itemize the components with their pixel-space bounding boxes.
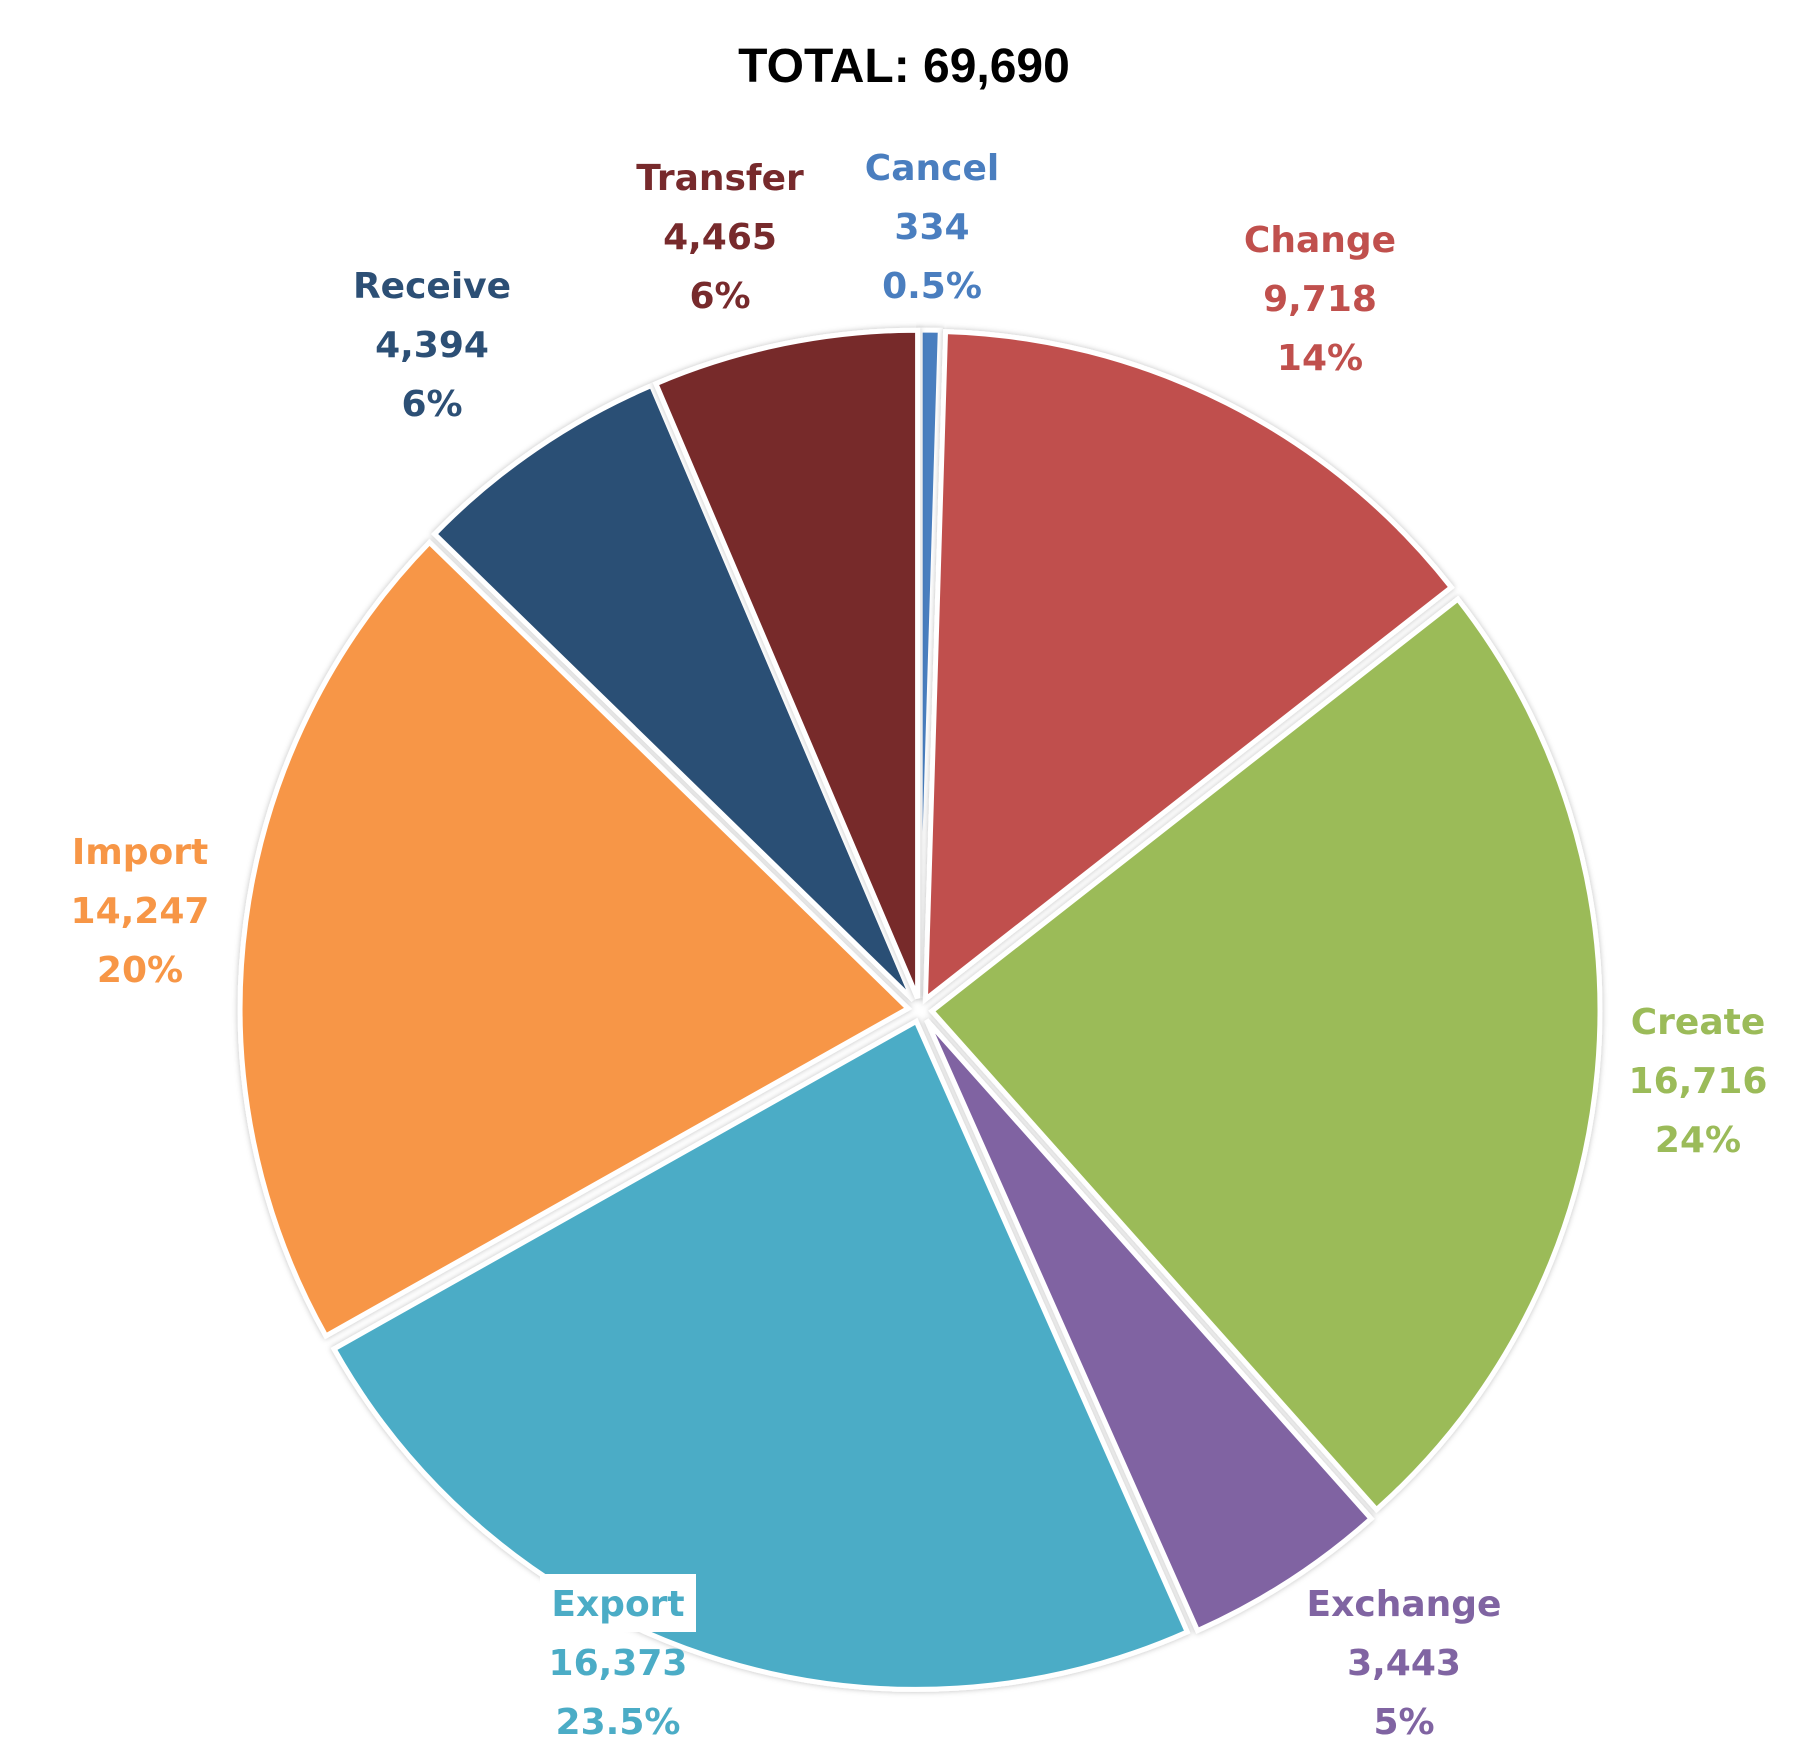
pie-slices <box>237 327 1603 1692</box>
slice-label-exchange-name: Exchange <box>1307 1584 1502 1625</box>
slice-label-change-value: 9,718 <box>1263 279 1377 320</box>
slice-label-change-percent: 14% <box>1277 338 1363 379</box>
slice-label-change-name: Change <box>1244 220 1396 261</box>
slice-label-export-value: 16,373 <box>549 1643 688 1684</box>
pie-slice-transfer <box>652 327 921 1000</box>
slice-label-import-percent: 20% <box>97 950 183 991</box>
slice-label-export-name: Export <box>551 1584 684 1625</box>
slice-label-transfer-name: Transfer <box>636 158 804 199</box>
pie-slice-create <box>928 595 1603 1514</box>
slice-label-cancel-name: Cancel <box>865 148 999 189</box>
pie-slice-exchange <box>924 1018 1375 1634</box>
slice-label-cancel-value: 334 <box>894 207 969 248</box>
slice-label-create-percent: 24% <box>1655 1120 1741 1161</box>
slice-label-exchange-value: 3,443 <box>1347 1643 1461 1684</box>
slice-label-import-value: 14,247 <box>71 891 210 932</box>
slice-label-transfer-percent: 6% <box>689 276 750 317</box>
pie-slice-receive <box>431 382 916 1002</box>
slice-label-receive-name: Receive <box>353 266 511 307</box>
slice-label-create-value: 16,716 <box>1629 1061 1768 1102</box>
slice-label-receive-percent: 6% <box>401 384 462 425</box>
slice-labels: Cancel 334 0.5% Change 9,718 14% Create 16,716 2… <box>71 148 1768 1743</box>
export-label-background <box>540 1574 696 1632</box>
slice-label-import-name: Import <box>72 832 208 873</box>
pie-slice-export <box>330 1017 1191 1692</box>
pie-slice-change <box>922 329 1455 1005</box>
slice-label-cancel-percent: 0.5% <box>882 266 982 307</box>
slice-label-receive-value: 4,394 <box>375 325 489 366</box>
pie-slice-import <box>237 538 913 1340</box>
slice-label-create-name: Create <box>1631 1002 1766 1043</box>
slice-label-export-percent: 23.5% <box>556 1702 681 1743</box>
chart-title: TOTAL: 69,690 <box>738 40 1070 93</box>
slice-label-exchange-percent: 5% <box>1373 1702 1434 1743</box>
slice-label-transfer-value: 4,465 <box>663 217 777 258</box>
pie-slice-cancel <box>917 327 943 999</box>
